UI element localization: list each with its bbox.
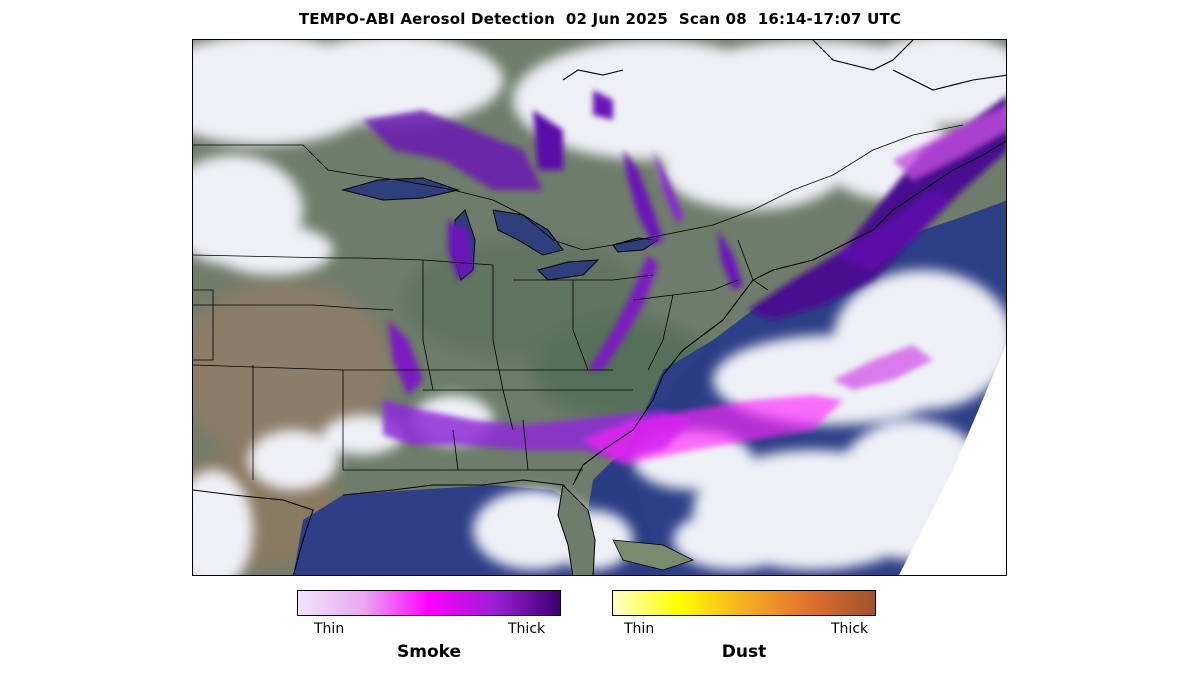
smoke-colorbar <box>297 590 561 616</box>
no-data-area <box>899 344 1006 575</box>
smoke-legend-title: Smoke <box>396 642 461 662</box>
dust-legend-title: Dust <box>721 642 767 662</box>
dust-colorbar <box>612 590 876 616</box>
aerosol-map[interactable] <box>192 39 1007 576</box>
smoke-thick-label: Thick <box>508 621 546 637</box>
cuba <box>612 539 695 571</box>
map-canvas <box>193 40 1006 575</box>
dust-thin-label: Thin <box>624 621 655 637</box>
dust-thick-label: Thick <box>831 621 869 637</box>
smoke-overlay <box>363 90 1006 465</box>
smoke-thin-label: Thin <box>314 621 345 637</box>
map-title: TEMPO-ABI Aerosol Detection 02 Jun 2025 … <box>298 10 902 28</box>
florida <box>557 483 596 575</box>
